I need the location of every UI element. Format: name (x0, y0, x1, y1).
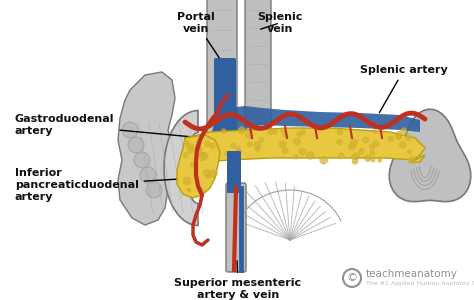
Circle shape (337, 139, 342, 145)
Circle shape (377, 158, 382, 162)
Text: Splenic
vein: Splenic vein (257, 12, 303, 34)
Circle shape (188, 148, 193, 153)
Circle shape (206, 174, 211, 178)
Circle shape (134, 152, 150, 168)
Circle shape (370, 151, 374, 155)
Circle shape (246, 132, 253, 139)
Circle shape (190, 162, 195, 167)
Circle shape (396, 134, 401, 139)
Circle shape (338, 153, 345, 159)
Circle shape (279, 141, 286, 148)
Circle shape (396, 131, 401, 137)
Polygon shape (389, 109, 471, 202)
Circle shape (399, 141, 406, 148)
Circle shape (296, 132, 302, 137)
FancyBboxPatch shape (227, 151, 241, 193)
Circle shape (128, 137, 144, 153)
Circle shape (367, 155, 371, 160)
Circle shape (225, 151, 230, 157)
Circle shape (195, 144, 201, 151)
Circle shape (353, 153, 360, 160)
Circle shape (254, 141, 261, 148)
Circle shape (352, 158, 358, 164)
Polygon shape (118, 72, 175, 225)
Circle shape (401, 128, 407, 134)
Circle shape (365, 155, 371, 162)
Circle shape (293, 138, 301, 146)
Circle shape (203, 169, 210, 176)
Circle shape (299, 148, 306, 155)
Circle shape (196, 147, 202, 153)
Circle shape (388, 136, 394, 142)
Circle shape (371, 158, 375, 162)
Circle shape (237, 149, 241, 153)
Circle shape (280, 128, 285, 132)
Circle shape (184, 140, 190, 146)
Circle shape (408, 150, 411, 154)
Text: Splenic artery: Splenic artery (360, 65, 448, 112)
Circle shape (408, 157, 416, 164)
Polygon shape (185, 128, 425, 165)
Circle shape (350, 140, 358, 147)
Text: Portal
vein: Portal vein (177, 12, 222, 63)
Text: ©: © (346, 273, 357, 283)
Circle shape (221, 129, 226, 134)
Text: Superior mesenteric
artery & vein: Superior mesenteric artery & vein (174, 261, 301, 300)
Text: teachmeanatomy: teachmeanatomy (366, 269, 458, 279)
FancyBboxPatch shape (207, 0, 237, 151)
Circle shape (358, 148, 365, 154)
Circle shape (247, 142, 253, 147)
Circle shape (230, 143, 236, 148)
Circle shape (146, 182, 162, 198)
Circle shape (363, 137, 369, 143)
Text: Gastroduodenal
artery: Gastroduodenal artery (15, 114, 201, 138)
Circle shape (268, 130, 272, 134)
Circle shape (187, 143, 194, 150)
Circle shape (405, 134, 411, 140)
Circle shape (255, 146, 260, 152)
Circle shape (201, 152, 208, 159)
FancyBboxPatch shape (245, 0, 271, 141)
Circle shape (352, 155, 356, 159)
Circle shape (183, 152, 188, 158)
Circle shape (373, 140, 379, 147)
Circle shape (259, 137, 264, 142)
Text: Inferior
pancreaticduodenal
artery: Inferior pancreaticduodenal artery (15, 168, 194, 202)
Circle shape (183, 177, 191, 185)
Circle shape (283, 132, 288, 137)
Circle shape (140, 167, 156, 183)
Circle shape (348, 143, 355, 150)
Circle shape (122, 122, 138, 138)
Circle shape (194, 148, 201, 155)
Circle shape (300, 130, 305, 135)
Circle shape (210, 143, 215, 148)
Circle shape (282, 147, 288, 153)
Polygon shape (164, 110, 198, 226)
Circle shape (337, 130, 343, 135)
Circle shape (204, 141, 210, 147)
Text: The #1 Applied Human Anatomy Site on the Web: The #1 Applied Human Anatomy Site on the… (366, 280, 474, 286)
Circle shape (238, 127, 246, 134)
Circle shape (373, 129, 377, 134)
Circle shape (235, 146, 240, 151)
Polygon shape (210, 106, 420, 152)
Circle shape (396, 134, 401, 140)
Circle shape (199, 188, 204, 194)
Circle shape (210, 170, 218, 177)
Circle shape (306, 152, 314, 160)
Circle shape (272, 130, 277, 135)
Circle shape (320, 156, 328, 164)
Polygon shape (177, 135, 220, 198)
FancyBboxPatch shape (226, 183, 246, 272)
Circle shape (294, 155, 298, 159)
Circle shape (199, 154, 206, 161)
Circle shape (187, 188, 191, 192)
FancyBboxPatch shape (214, 58, 236, 154)
Circle shape (369, 144, 375, 150)
Circle shape (200, 152, 206, 158)
